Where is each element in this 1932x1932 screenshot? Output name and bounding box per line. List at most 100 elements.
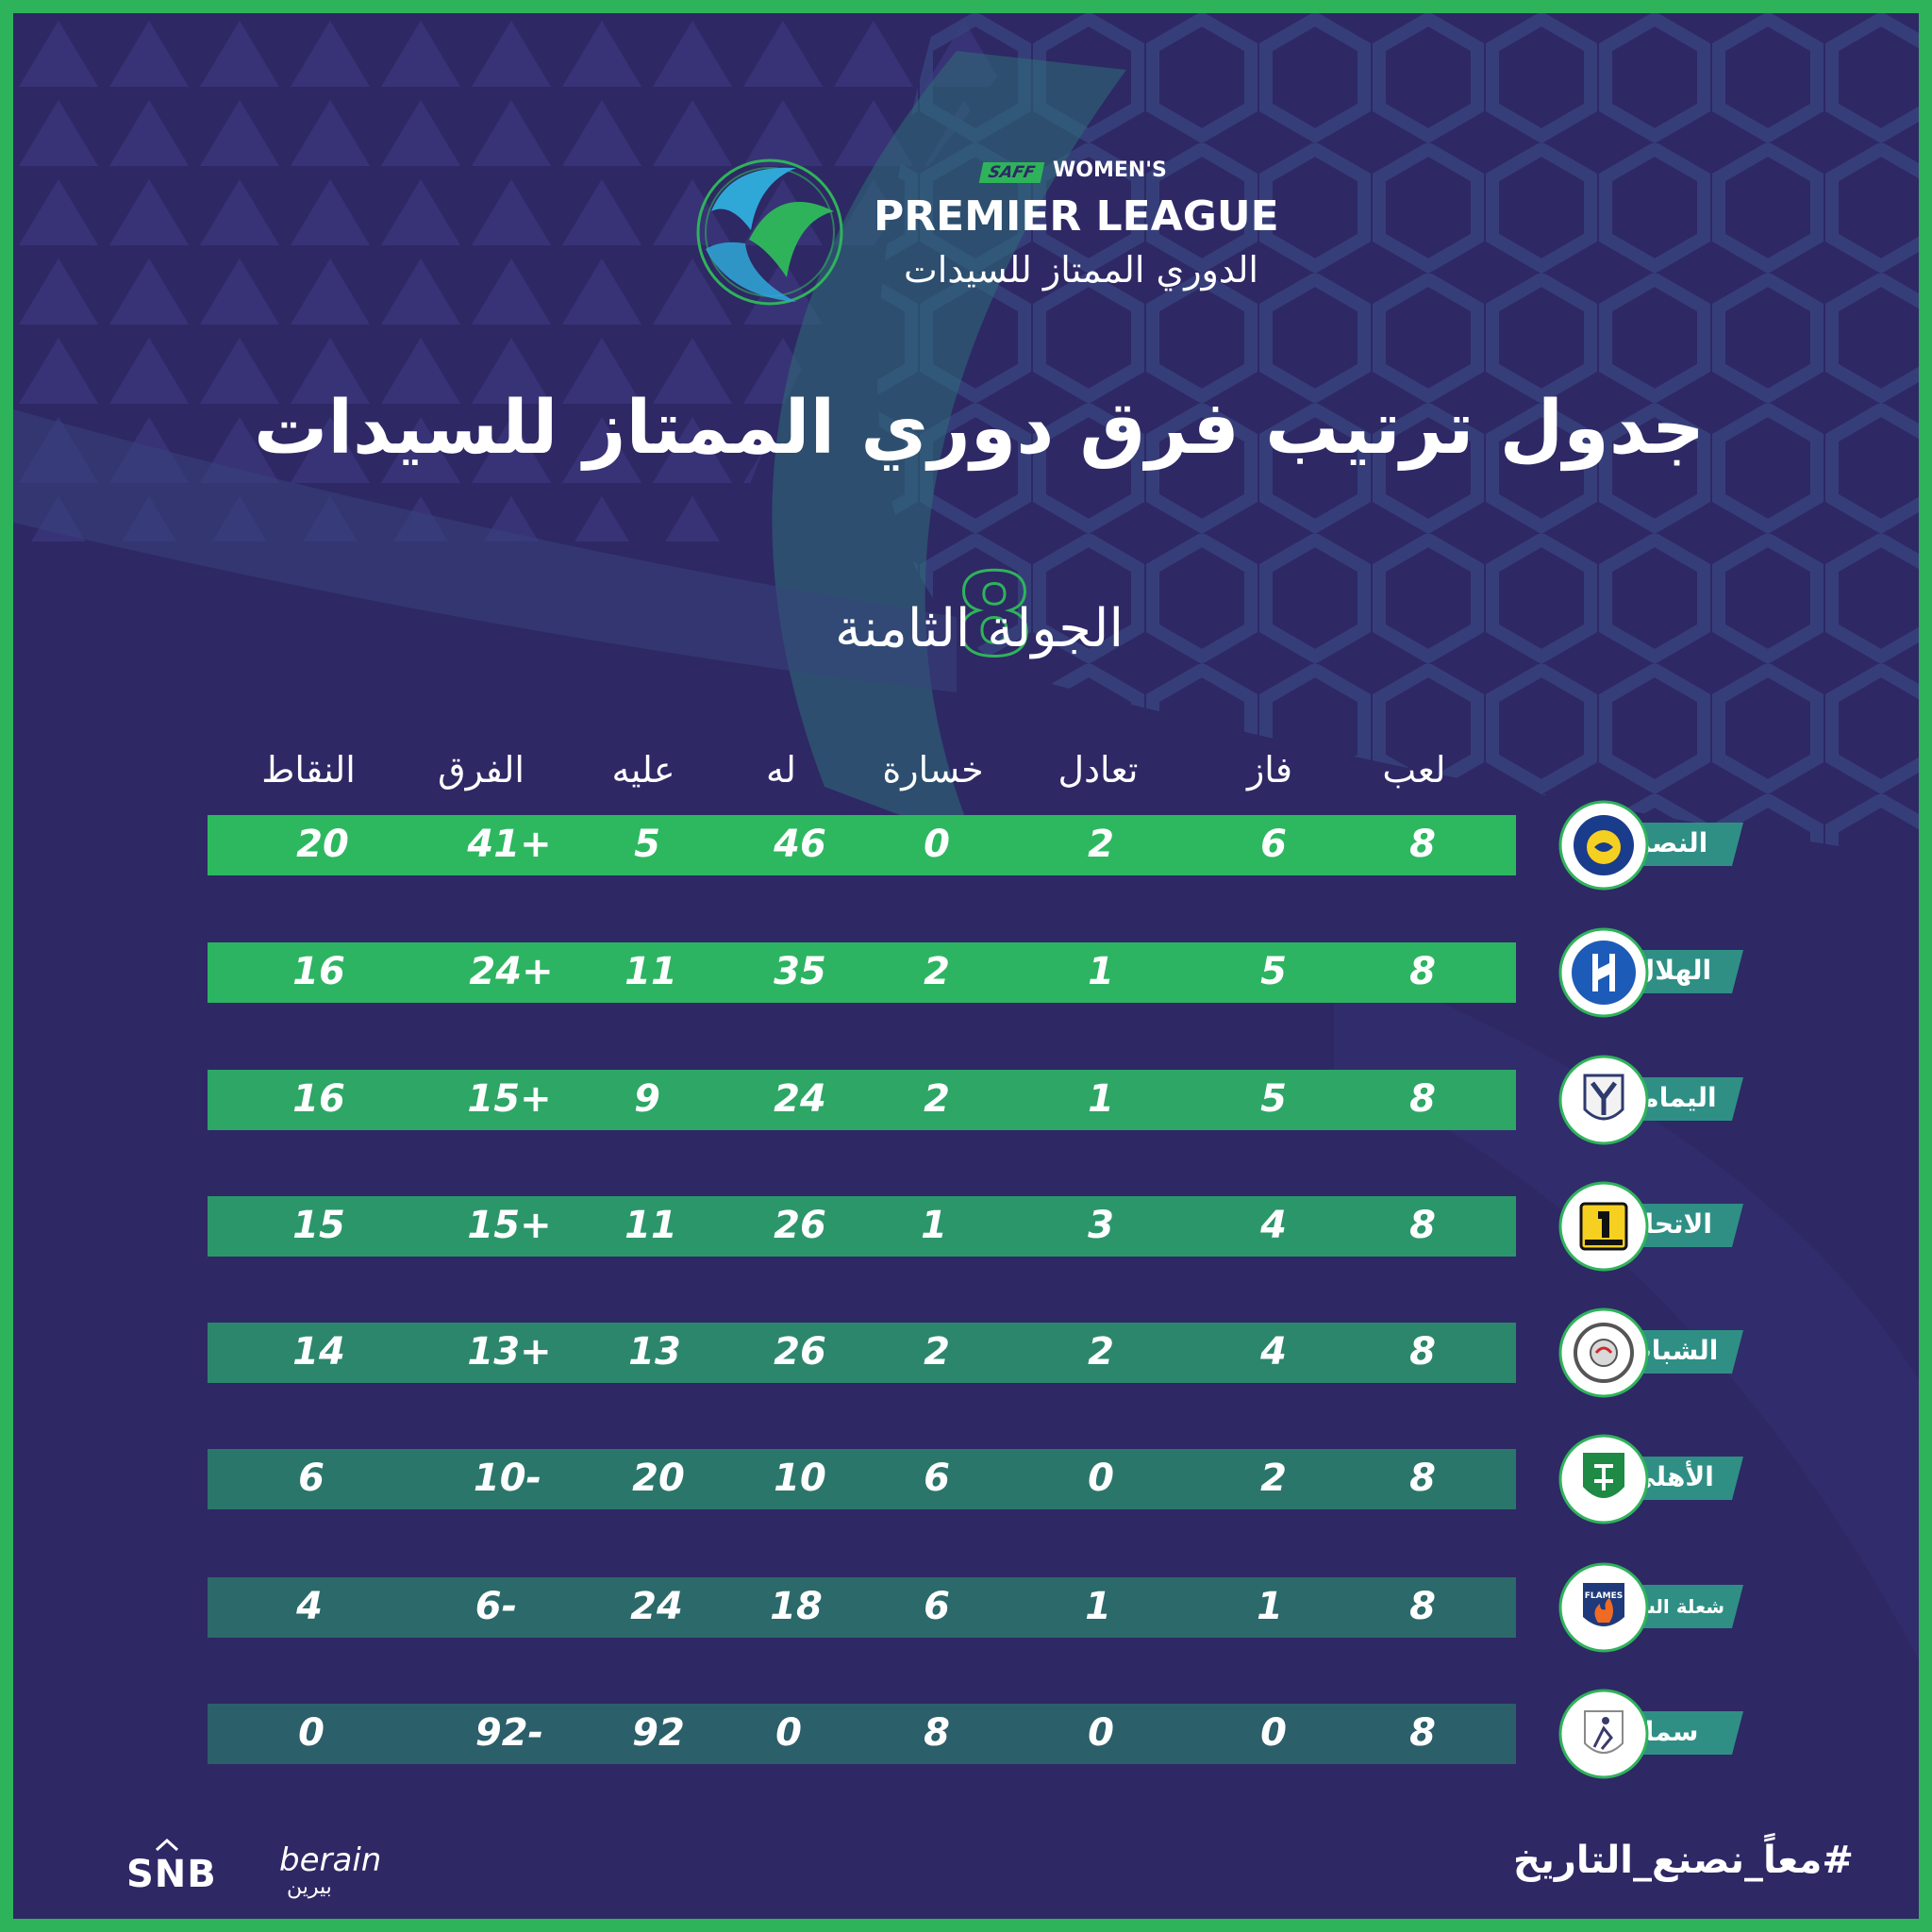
cell-won: 4 [1260,1204,1287,1247]
cell-won: 6 [1260,823,1287,866]
snb-roof-icon [155,1839,179,1852]
cell-diff: 15+ [467,1204,552,1247]
header-played: لعب [1382,749,1446,791]
al-yamamah-badge-icon [1558,1055,1649,1145]
cell-drawn: 1 [1085,1585,1111,1628]
hashtag: #معاً_نصنع_التاريخ [1513,1839,1854,1882]
cell-points: 14 [292,1330,345,1374]
premier-league-label: PREMIER LEAGUE [874,192,1279,241]
cell-against: 9 [634,1077,660,1121]
cell-diff: 24+ [469,950,554,993]
eastern-flames-badge-icon: FLAMES [1558,1562,1649,1653]
cell-against: 92 [632,1711,685,1755]
cell-for: 46 [774,823,826,866]
cell-lost: 6 [924,1585,950,1628]
cell-against: 11 [625,1204,677,1247]
cell-played: 8 [1409,1077,1436,1121]
cell-lost: 0 [924,823,950,866]
team-al-yamamah: اليمامة [1557,1053,1755,1147]
cell-diff: 6- [475,1585,518,1628]
cell-diff: 41+ [467,823,552,866]
cell-drawn: 1 [1088,950,1114,993]
snb-logo: SNB [126,1853,217,1896]
cell-points: 0 [298,1711,325,1755]
cell-lost: 6 [924,1457,950,1500]
team-al-ahli: الأهلي [1557,1432,1755,1526]
cell-against: 11 [625,950,677,993]
table-row: 8 6 2 0 46 5 41+ 20 [208,815,1516,875]
cell-won: 5 [1260,950,1287,993]
cell-for: 18 [770,1585,823,1628]
womens-label: WOMEN'S [1053,158,1167,182]
cell-won: 2 [1260,1457,1287,1500]
cell-drawn: 2 [1088,1330,1114,1374]
cell-diff: 15+ [467,1077,552,1121]
berain-arabic-logo: بيرين [287,1875,332,1899]
cell-won: 1 [1257,1585,1283,1628]
cell-diff: 13+ [467,1330,552,1374]
header-won: فاز [1246,749,1293,791]
cell-points: 15 [292,1204,345,1247]
cell-for: 26 [774,1330,826,1374]
saff-tag: SAFF [978,162,1044,183]
cell-points: 16 [292,1077,345,1121]
header-diff: الفرق [438,749,525,791]
round-number: 8 [954,550,1036,684]
cell-played: 8 [1409,1585,1436,1628]
league-ball-icon [696,158,843,306]
cell-points: 20 [296,823,349,866]
table-row: 8 4 3 1 26 11 15+ 15 [208,1196,1516,1257]
team-al-shabab: الشباب [1557,1306,1755,1400]
cell-won: 0 [1260,1711,1287,1755]
team-sama: سما [1557,1687,1755,1781]
cell-lost: 2 [924,1077,950,1121]
cell-drawn: 0 [1088,1711,1114,1755]
cell-against: 24 [630,1585,683,1628]
cell-points: 16 [292,950,345,993]
team-al-ittihad: الاتحاد [1557,1179,1755,1274]
cell-played: 8 [1409,1457,1436,1500]
cell-for: 10 [774,1457,826,1500]
header-drawn: تعادل [1058,749,1139,791]
table-row: 8 4 2 2 26 13 13+ 14 [208,1323,1516,1383]
cell-drawn: 2 [1088,823,1114,866]
table-row: 8 5 1 2 24 9 15+ 16 [208,1070,1516,1130]
table-row: 8 5 1 2 35 11 24+ 16 [208,942,1516,1003]
cell-points: 4 [296,1585,323,1628]
cell-against: 5 [634,823,660,866]
cell-played: 8 [1409,823,1436,866]
cell-against: 20 [632,1457,685,1500]
table-row: 8 0 0 8 0 92 92- 0 [208,1704,1516,1764]
team-al-hilal: الهلال [1557,925,1755,1020]
flames-badge-text: FLAMES [1585,1591,1623,1601]
header-for: له [766,749,796,791]
cell-for: 35 [774,950,826,993]
cell-won: 5 [1260,1077,1287,1121]
cell-lost: 2 [924,1330,950,1374]
header-lost: خسارة [882,749,984,791]
team-eastern-flames: شعلة الشرقية FLAMES [1557,1560,1755,1655]
cell-drawn: 3 [1088,1204,1114,1247]
cell-for: 0 [775,1711,802,1755]
cell-lost: 1 [921,1204,947,1247]
cell-against: 13 [628,1330,681,1374]
al-ahli-badge-icon [1558,1434,1649,1524]
table-row: 8 1 1 6 18 24 6- 4 [208,1577,1516,1638]
berain-logo: berain [279,1841,382,1879]
al-ittihad-badge-icon [1558,1181,1649,1272]
team-al-nassr: النصر [1557,798,1755,892]
cell-lost: 2 [924,950,950,993]
cell-played: 8 [1409,950,1436,993]
cell-drawn: 1 [1088,1077,1114,1121]
round-title: الجولة الثامنة [834,598,1124,659]
cell-won: 4 [1260,1330,1287,1374]
cell-lost: 8 [924,1711,950,1755]
cell-diff: 92- [475,1711,544,1755]
cell-played: 8 [1409,1330,1436,1374]
cell-points: 6 [298,1457,325,1500]
cell-for: 24 [774,1077,826,1121]
sama-badge-icon [1558,1689,1649,1779]
header-against: عليه [611,749,675,791]
cell-diff: 10- [473,1457,542,1500]
